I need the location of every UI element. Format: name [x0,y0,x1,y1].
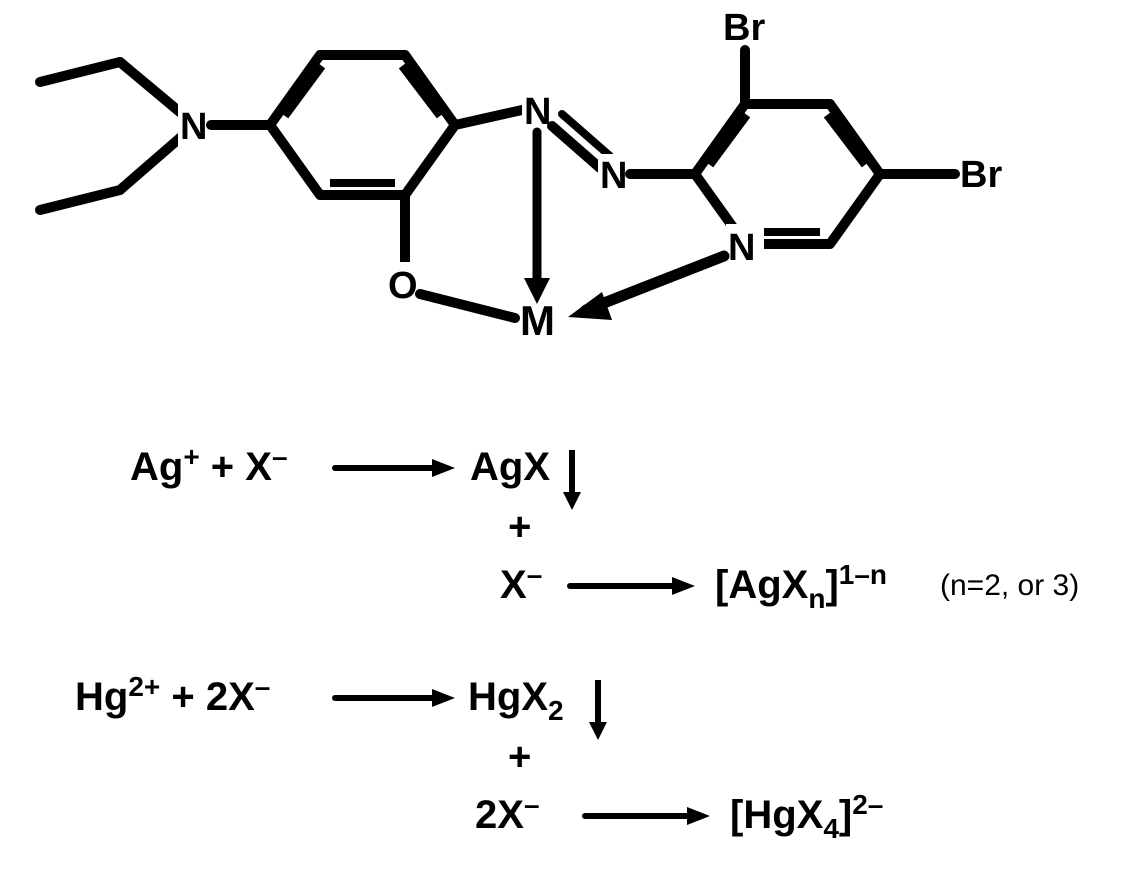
eq-silver: Ag+ + X– AgX + X– [A [130,441,1079,614]
eq1-complex-sub: n [808,583,825,614]
atom-Br-right: Br [960,154,1002,196]
eq1-plusX: + X [200,445,273,489]
eq1-plus-mid: + [508,505,531,549]
dative-arrow-pyridine [568,256,724,320]
arrow-eq1a [335,459,455,477]
benzene-ring [211,55,455,195]
eq2-plus2X: + 2X [160,675,255,719]
arrow-eq1b [570,577,695,595]
atom-N-azo2: N [600,155,627,197]
eq-mercury: Hg2+ + 2X– HgX2 + 2X– [75,671,883,844]
eq2-Hg: Hg [75,675,128,719]
eq1-Ag: Ag [130,445,183,489]
eq1-complex-close: ] [825,563,838,607]
svg-text:Ag+ + X–: Ag+ + X– [130,441,288,489]
atom-M: M [520,297,555,344]
pyridine-ring: N [695,104,880,269]
svg-text:[HgX4]2–: [HgX4]2– [730,789,883,844]
svg-text:Hg2+ + 2X–: Hg2+ + 2X– [75,671,270,719]
eq2-HgX: HgX [468,675,548,719]
atom-N-pyridine: N [728,227,755,269]
eq2-complex-sub: 4 [823,813,839,844]
arrow-eq2a [335,689,455,707]
atom-O: O [388,265,418,307]
reaction-diagram: N O N [0,0,1143,878]
metal-centre: M [420,132,724,344]
svg-text:[AgXn]1–n: [AgXn]1–n [715,559,887,614]
atom-N-amine: N [180,106,207,148]
arrow-eq2b [585,807,710,825]
eq1-X2-sup: – [527,559,543,590]
eq2-HgX-sub: 2 [548,695,564,726]
eq1-Ag-sup: + [183,441,199,472]
dative-arrow-azo [524,132,550,304]
eq1-AgX: AgX [470,445,550,489]
svg-text:X–: X– [500,559,542,607]
eq1-X-sup: – [272,441,288,472]
svg-text:HgX2: HgX2 [468,675,564,726]
svg-text:2X–: 2X– [475,789,540,837]
eq1-complex-open: [AgX [715,563,809,607]
diethylamino: N [40,62,212,210]
down-arrow-eq1 [563,450,581,510]
eq2-2X-sup: – [524,789,540,820]
eq2-Hg-sup: 2+ [128,671,160,702]
equations: Ag+ + X– AgX + X– [A [75,441,1079,844]
azo-bridge: N N [455,90,695,197]
eq2-complex-sup: 2– [852,789,883,820]
eq2-complex-close: ] [839,793,852,837]
eq2-plus-mid: + [508,735,531,779]
eq1-X2: X [500,563,527,607]
eq1-complex-sup: 1–n [839,559,887,590]
chemical-structure: N O N [40,7,1002,344]
atom-Br-top: Br [723,7,765,49]
down-arrow-eq2 [589,680,607,740]
eq2-X-sup: – [255,671,271,702]
eq1-note: (n=2, or 3) [940,569,1079,602]
eq2-complex-open: [HgX [730,793,824,837]
eq2-2X: 2X [475,793,524,837]
